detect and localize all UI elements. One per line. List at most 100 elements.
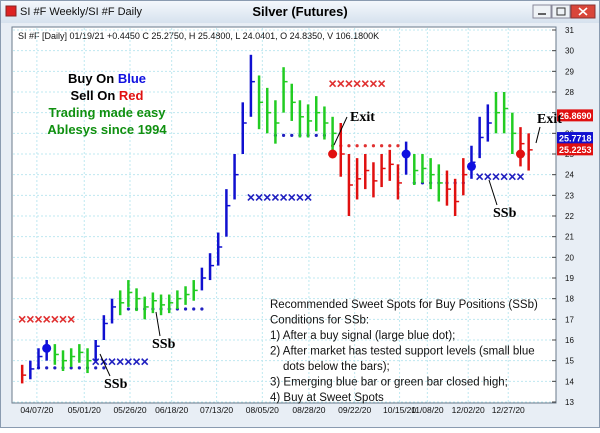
arrow	[333, 116, 348, 146]
level-x	[288, 193, 296, 201]
y-tick-label: 13	[565, 398, 574, 407]
level-x	[124, 358, 132, 366]
level-x	[92, 358, 100, 366]
x-tick-label: 07/13/20	[200, 405, 233, 415]
level-x	[51, 315, 59, 323]
level-x	[43, 315, 51, 323]
notes: Recommended Sweet Spots for Buy Position…	[270, 299, 538, 404]
level-dot	[371, 144, 376, 148]
annotation: SSb	[152, 337, 176, 352]
level-x	[361, 80, 369, 88]
level-x	[108, 358, 116, 366]
note-line: 1) After a buy signal (large blue dot);	[270, 330, 455, 342]
level-x	[34, 315, 43, 323]
annotations: SSb SSb SSb Exit Exit	[99, 110, 562, 392]
price-label-box	[557, 132, 593, 145]
x-tick-label: 12/27/20	[492, 405, 525, 415]
tab-label[interactable]: SI #F Weekly/SI #F Daily	[20, 6, 143, 18]
legend-line: Sell On Red	[71, 88, 144, 103]
legend: Buy On Blue Sell On Red Trading made easy A…	[47, 71, 167, 137]
legend-part: Ablesys since 1994	[47, 122, 167, 137]
signal-dot	[42, 343, 52, 353]
level-dot	[355, 144, 359, 148]
x-tick-label: 04/07/20	[20, 405, 53, 415]
x-tick-label: 06/18/20	[155, 405, 188, 415]
y-tick-label: 28	[565, 88, 574, 97]
level-dot	[102, 366, 106, 370]
x-tick-label: 10/15/20	[383, 405, 416, 415]
x-tick-label: 11/08/20	[411, 405, 444, 415]
level-dot	[380, 144, 384, 148]
level-dot	[314, 133, 318, 137]
level-x	[280, 193, 288, 201]
level-x	[59, 315, 67, 323]
level-x	[353, 80, 361, 88]
level-dot	[77, 366, 81, 370]
y-tick-label: 14	[565, 377, 574, 386]
signal-dot	[401, 149, 411, 159]
y-tick-label: 16	[565, 336, 574, 345]
note-line: 4) Buy at Sweet Spots	[270, 392, 384, 404]
level-dot	[126, 307, 130, 311]
y-tick-label: 23	[565, 191, 574, 200]
signal-dot	[515, 149, 525, 159]
level-x	[263, 193, 271, 201]
maximize-button[interactable]	[551, 4, 571, 19]
x-tick-label: 09/22/20	[338, 405, 371, 415]
level-dot	[192, 307, 196, 311]
plot: 1314151617181920212223242526272829303104…	[13, 26, 593, 415]
annotation: SSb	[104, 377, 128, 392]
level-x	[516, 173, 525, 181]
note-line: Recommended Sweet Spots for Buy Position…	[270, 299, 538, 311]
level-x	[508, 173, 516, 181]
arrow	[488, 179, 498, 206]
arrow	[535, 126, 541, 144]
level-x	[345, 80, 353, 88]
level-x	[484, 173, 492, 181]
signal-dot	[328, 149, 338, 159]
level-x	[500, 173, 508, 181]
level-x	[18, 315, 26, 323]
x-tick-label: 05/01/20	[68, 405, 101, 415]
legend-part: Trading made easy	[48, 105, 166, 120]
x-tick-label: 08/05/20	[246, 405, 279, 415]
annotation: Exit	[350, 110, 375, 125]
level-dot	[290, 133, 294, 137]
level-dot	[200, 307, 204, 311]
close-icon	[578, 7, 588, 16]
level-dot	[183, 307, 188, 311]
legend-line: Ablesys since 1994	[47, 122, 167, 137]
level-x	[369, 80, 378, 88]
x-tick-label: 12/02/20	[452, 405, 485, 415]
level-x	[255, 193, 263, 201]
level-x	[116, 358, 124, 366]
level-x	[132, 358, 141, 366]
info-line: SI #F [Daily] 01/19/21 +0.4450 C 25.2750…	[18, 31, 379, 41]
level-dot	[45, 366, 49, 370]
legend-line: Buy On Blue	[68, 71, 146, 86]
maximize-icon	[556, 7, 566, 16]
y-tick-label: 31	[565, 26, 574, 35]
level-x	[296, 193, 304, 201]
y-tick-label: 15	[565, 357, 574, 366]
level-dot	[388, 144, 392, 148]
level-x	[378, 80, 386, 88]
price-label: 25.7718	[559, 134, 592, 144]
level-x	[492, 173, 500, 181]
y-tick-label: 30	[565, 47, 574, 56]
y-tick-label: 18	[565, 295, 574, 304]
y-tick-label: 22	[565, 212, 574, 221]
minimize-button[interactable]	[532, 4, 552, 19]
level-x	[337, 80, 345, 88]
y-tick-label: 24	[565, 171, 574, 180]
y-tick-label: 17	[565, 315, 574, 324]
note-line: Conditions for SSb:	[270, 315, 369, 327]
level-dot	[94, 366, 98, 370]
annotation: SSb	[493, 206, 517, 221]
level-dot	[69, 366, 73, 370]
price-label: 26.8690	[559, 111, 592, 121]
level-x	[247, 193, 255, 201]
level-x	[141, 358, 149, 366]
